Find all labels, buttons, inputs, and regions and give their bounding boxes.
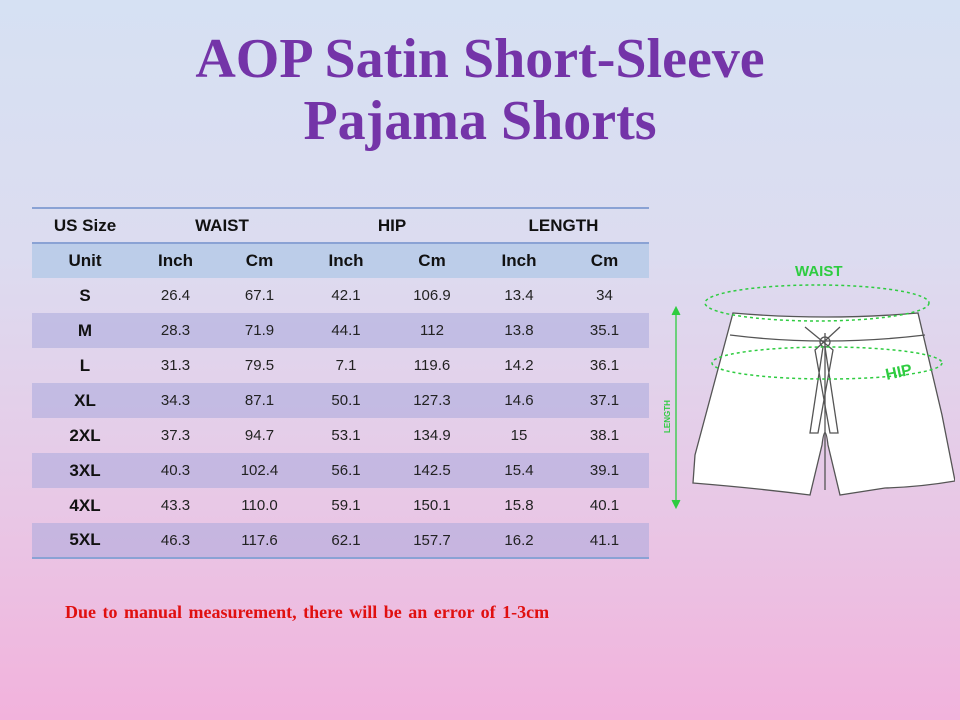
- unit-header-cell: Cm: [560, 243, 649, 278]
- value-cell: 16.2: [478, 523, 560, 558]
- table-row: 4XL 43.3 110.0 59.1 150.1 15.8 40.1: [32, 488, 649, 523]
- unit-header-cell: Inch: [478, 243, 560, 278]
- size-cell: 3XL: [32, 453, 138, 488]
- value-cell: 37.3: [160, 427, 191, 444]
- value-cell: 53.1: [331, 427, 361, 444]
- value-cell: 110.0: [241, 497, 278, 514]
- value-cell: 102.4: [213, 453, 306, 488]
- measurement-note: Due to manual measurement, there will be…: [65, 602, 550, 622]
- header-length: LENGTH: [478, 208, 649, 244]
- value-cell: 31.3: [160, 357, 191, 374]
- value-cell: 38.1: [589, 427, 620, 444]
- waist-measure-line: [704, 284, 930, 322]
- table-row: 5XL 46.3 117.6 62.1 157.7 16.2 41.1: [32, 523, 649, 558]
- value-cell: 87.1: [213, 383, 306, 418]
- value-cell: 34: [596, 287, 613, 304]
- value-cell: 15.4: [478, 453, 560, 488]
- value-cell: 26.4: [160, 287, 191, 304]
- title-line-2: Pajama Shorts: [303, 90, 657, 152]
- value-cell: 62.1: [306, 523, 386, 558]
- unit-header-cell: Inch: [138, 243, 213, 278]
- hip-label: HIP: [884, 362, 914, 384]
- value-cell: 42.1: [331, 287, 361, 304]
- value-cell: 40.1: [589, 497, 620, 514]
- unit-header-cell: Unit: [32, 243, 138, 278]
- table-row: 2XL 37.3 94.7 53.1 134.9 15 38.1: [32, 418, 649, 453]
- value-cell: 14.6: [478, 383, 560, 418]
- unit-header-cell: Cm: [213, 243, 306, 278]
- table-row: S 26.4 67.1 42.1 106.9 13.4 34: [32, 278, 649, 313]
- value-cell: 79.5: [244, 357, 275, 374]
- value-cell: 157.7: [386, 523, 478, 558]
- value-cell: 15.8: [504, 497, 534, 514]
- value-cell: 7.1: [335, 357, 357, 374]
- header-row: US Size WAIST HIP LENGTH: [32, 208, 649, 244]
- size-chart-table: US Size WAIST HIP LENGTH Unit Inch Cm Inch C…: [32, 207, 649, 559]
- value-cell: 13.8: [478, 313, 560, 348]
- size-cell: 2XL: [69, 425, 101, 445]
- table-row: XL 34.3 87.1 50.1 127.3 14.6 37.1: [32, 383, 649, 418]
- size-cell: 4XL: [69, 495, 101, 515]
- table-row: 3XL 40.3 102.4 56.1 142.5 15.4 39.1: [32, 453, 649, 488]
- value-cell: 119.6: [413, 357, 451, 374]
- value-cell: 14.2: [504, 357, 534, 374]
- value-cell: 41.1: [560, 523, 649, 558]
- value-cell: 112: [386, 313, 478, 348]
- table-row: M 28.3 71.9 44.1 112 13.8 35.1: [32, 313, 649, 348]
- value-cell: 15: [510, 427, 528, 444]
- value-cell: 50.1: [306, 383, 386, 418]
- page-title: AOP Satin Short-Sleeve Pajama Shorts: [0, 28, 960, 152]
- size-cell: XL: [32, 383, 138, 418]
- value-cell: 71.9: [213, 313, 306, 348]
- value-cell: 37.1: [560, 383, 649, 418]
- hip-measure-line: [711, 346, 943, 380]
- title-line-1: AOP Satin Short-Sleeve: [195, 28, 765, 90]
- header-us-size: US Size: [32, 208, 138, 244]
- size-cell: M: [32, 313, 138, 348]
- value-cell: 28.3: [138, 313, 213, 348]
- value-cell: 117.6: [213, 523, 306, 558]
- table-row: L 31.3 79.5 7.1 119.6 14.2 36.1: [32, 348, 649, 383]
- value-cell: 39.1: [560, 453, 649, 488]
- length-label: LENGTH: [663, 400, 672, 433]
- size-cell: 5XL: [32, 523, 138, 558]
- value-cell: 127.3: [386, 383, 478, 418]
- value-cell: 94.7: [244, 427, 275, 444]
- value-cell: 46.3: [138, 523, 213, 558]
- value-cell: 34.3: [138, 383, 213, 418]
- shorts-outline: [692, 312, 955, 496]
- value-cell: 134.9: [413, 427, 451, 444]
- value-cell: 56.1: [306, 453, 386, 488]
- size-cell: L: [79, 355, 91, 375]
- value-cell: 44.1: [306, 313, 386, 348]
- value-cell: 67.1: [244, 287, 275, 304]
- unit-header-cell: Cm: [386, 243, 478, 278]
- value-cell: 35.1: [560, 313, 649, 348]
- value-cell: 36.1: [589, 357, 620, 374]
- value-cell: 40.3: [138, 453, 213, 488]
- value-cell: 150.1: [413, 497, 451, 514]
- value-cell: 59.1: [331, 497, 361, 514]
- size-cell: S: [79, 285, 91, 305]
- header-waist: WAIST: [138, 208, 306, 244]
- unit-row: Unit Inch Cm Inch Cm Inch Cm: [32, 243, 649, 278]
- shorts-diagram: WAIST HIP LENGTH: [663, 263, 955, 510]
- value-cell: 43.3: [160, 497, 191, 514]
- unit-header-cell: Inch: [306, 243, 386, 278]
- waist-label: WAIST: [795, 263, 843, 280]
- value-cell: 106.9: [413, 287, 451, 304]
- value-cell: 142.5: [386, 453, 478, 488]
- value-cell: 13.4: [504, 287, 534, 304]
- header-hip: HIP: [306, 208, 478, 244]
